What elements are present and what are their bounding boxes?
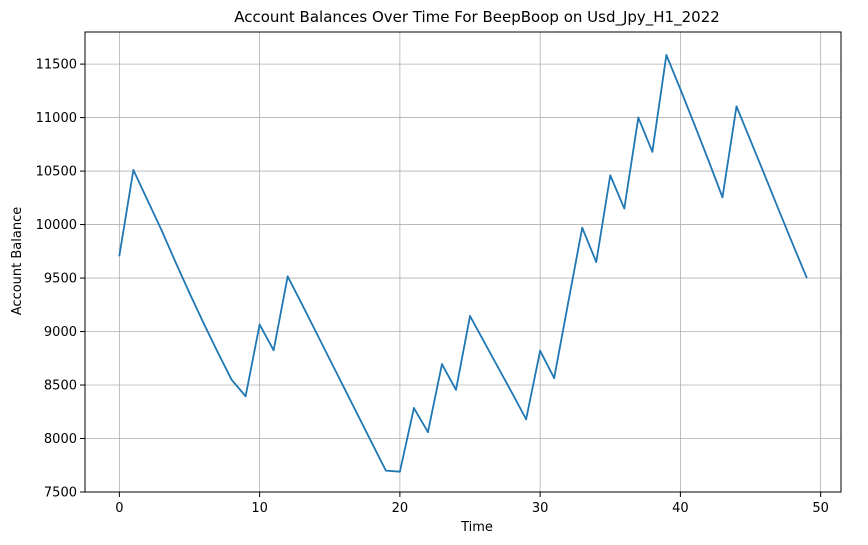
data-point [637, 116, 640, 119]
data-point [483, 340, 485, 343]
x-axis-label: Time [460, 520, 493, 535]
data-point [707, 159, 710, 162]
data-point [567, 301, 570, 304]
data-point [553, 377, 556, 379]
x-axis-ticks: 0 10 20 30 40 50 [115, 492, 829, 516]
x-tick-label: 0 [115, 501, 123, 516]
data-point [258, 323, 261, 326]
data-point [763, 173, 766, 176]
data-point [595, 261, 598, 263]
data-point [679, 88, 682, 91]
y-tick-label: 11000 [36, 111, 77, 126]
data-point [497, 366, 499, 369]
data-point [244, 395, 247, 398]
y-tick-label: 10500 [36, 165, 77, 180]
data-point [581, 226, 584, 229]
data-point [469, 315, 471, 317]
x-tick-label: 40 [672, 501, 689, 516]
data-point [300, 302, 303, 305]
data-point [160, 229, 163, 231]
y-tick-label: 9500 [44, 272, 77, 287]
data-point [651, 150, 654, 153]
data-point [749, 139, 752, 142]
y-tick-label: 9000 [44, 325, 77, 340]
data-point [525, 418, 528, 421]
data-point [202, 322, 205, 324]
x-tick-label: 50 [812, 501, 829, 516]
data-point [370, 441, 373, 444]
data-point [188, 292, 191, 294]
data-point [174, 261, 177, 263]
y-tick-label: 8500 [44, 379, 77, 394]
data-point [216, 350, 219, 353]
data-point [132, 169, 135, 171]
data-point [384, 469, 387, 472]
data-point [511, 392, 513, 394]
data-point [805, 276, 808, 279]
chart-title: Account Balances Over Time For BeepBoop … [234, 8, 720, 27]
y-axis-label: Account Balance [10, 207, 25, 315]
data-point [539, 349, 542, 352]
y-tick-label: 8000 [44, 432, 77, 447]
data-point [272, 349, 275, 352]
x-tick-label: 20 [392, 501, 409, 516]
y-axis-ticks: 7500 8000 8500 9000 9500 10000 10500 11000 11500 [36, 58, 85, 501]
series-line-layer [118, 54, 808, 473]
data-point [721, 196, 724, 199]
data-point [693, 123, 696, 126]
y-tick-label: 11500 [36, 58, 77, 73]
x-tick-label: 30 [532, 501, 549, 516]
data-point [413, 407, 415, 409]
data-point [623, 207, 626, 210]
data-point [356, 414, 359, 416]
data-point [665, 54, 668, 56]
data-point [286, 275, 289, 278]
data-point [398, 470, 401, 473]
series-line [118, 54, 808, 473]
data-point [342, 386, 345, 389]
x-tick-label: 10 [251, 501, 268, 516]
data-point [427, 431, 429, 433]
data-point [146, 199, 149, 201]
y-tick-label: 7500 [44, 486, 77, 501]
data-point [328, 358, 331, 361]
data-point [118, 254, 121, 257]
data-point [314, 330, 317, 333]
y-tick-label: 10000 [36, 218, 77, 233]
data-point [230, 378, 233, 381]
data-point [791, 242, 794, 245]
data-point [609, 174, 612, 177]
plot-frame [84, 31, 842, 493]
data-point [455, 388, 457, 391]
grid-lines [85, 32, 841, 493]
data-point [441, 363, 443, 366]
data-point [735, 105, 738, 108]
data-point [777, 208, 780, 211]
